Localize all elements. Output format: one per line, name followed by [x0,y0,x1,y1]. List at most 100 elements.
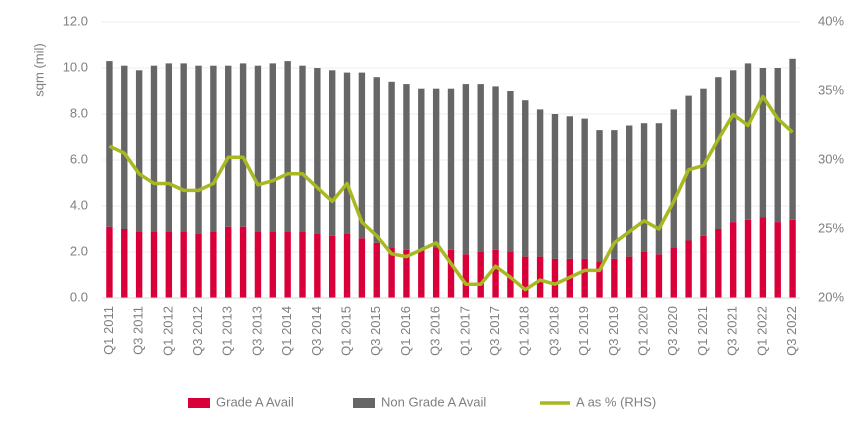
legend-label: Non Grade A Avail [381,394,486,409]
bar [492,86,499,250]
bar [284,231,291,298]
bar [254,231,262,298]
x-tick-label: Q1 2011 [101,306,116,355]
x-tick-label: Q1 2016 [398,306,413,356]
bar [759,68,767,218]
y2-tick-label: 25% [818,220,844,235]
legend-label: Grade A Avail [216,394,294,409]
bar [373,77,380,243]
bar [596,130,603,262]
bar [789,219,796,298]
x-tick-label: Q1 2019 [576,306,591,356]
bar [418,88,425,250]
x-tick-label: Q1 2021 [695,306,710,356]
bar [551,258,559,298]
bar [462,254,470,298]
bar [670,247,677,298]
bar [462,84,470,255]
x-tick-label: Q3 2015 [368,306,383,356]
bar [744,219,752,298]
bar [536,109,544,257]
bar [477,84,484,252]
bar [328,70,336,236]
y-tick-label: 4.0 [70,197,88,212]
bar [447,249,455,298]
bar [135,70,143,232]
y2-tick-label: 30% [818,151,844,166]
bar [432,247,440,298]
y-tick-label: 6.0 [70,151,88,166]
bar [729,222,737,298]
x-tick-label: Q3 2011 [131,306,146,355]
bar [314,68,321,234]
bar [670,109,677,248]
bar [388,81,395,248]
bar [225,65,232,227]
x-tick-label: Q3 2018 [546,306,561,356]
bar [106,226,113,298]
bar [715,229,722,298]
x-tick-label: Q1 2018 [517,306,532,356]
x-tick-label: Q1 2022 [754,306,769,356]
bar [774,68,781,223]
bar [121,65,128,229]
bar [640,123,648,252]
x-tick-label: Q3 2014 [309,306,324,356]
y-tick-label: 0.0 [70,289,88,304]
bar [135,231,143,298]
bar [477,252,484,298]
bar [536,256,544,298]
bar [343,72,351,234]
bar [522,256,529,298]
bar [121,229,128,298]
bar [210,65,217,232]
bar [700,235,707,298]
bar [774,222,781,298]
bar [640,252,648,298]
bar [685,240,692,298]
bar [269,231,276,298]
legend-swatch [353,398,375,408]
line [108,94,794,292]
legend-label: A as % (RHS) [576,394,656,409]
x-tick-label: Q1 2014 [279,306,294,356]
bar [492,249,499,298]
bar [566,116,574,259]
bar [655,123,663,255]
x-tick-label: Q3 2016 [428,306,443,356]
bar [299,231,306,298]
bar [284,61,291,232]
bar [180,231,187,298]
y2-tick-label: 20% [818,289,844,304]
bar [611,130,618,259]
bar [581,258,588,298]
x-tick-label: Q1 2017 [457,306,472,356]
bar [165,231,173,298]
x-tick-label: Q3 2020 [665,306,680,356]
bar [626,125,633,257]
x-tick-label: Q1 2020 [636,306,651,356]
bar [729,70,737,223]
bar [789,58,796,220]
bar [299,65,306,232]
bar [403,84,410,250]
bar [239,63,247,227]
bar [358,72,366,239]
bar [210,231,217,298]
x-tick-label: Q1 2013 [220,306,235,356]
x-tick-label: Q3 2012 [190,306,205,356]
bar [715,77,722,229]
y-tick-label: 12.0 [63,13,88,28]
bar [551,114,559,259]
bar [195,65,202,234]
x-tick-label: Q3 2019 [606,306,621,356]
bar [358,238,366,298]
bar [150,65,158,232]
bar [626,256,633,298]
bar [343,233,351,298]
bar [611,258,618,298]
bar [418,249,425,298]
bar [447,88,455,250]
bar [581,118,588,259]
